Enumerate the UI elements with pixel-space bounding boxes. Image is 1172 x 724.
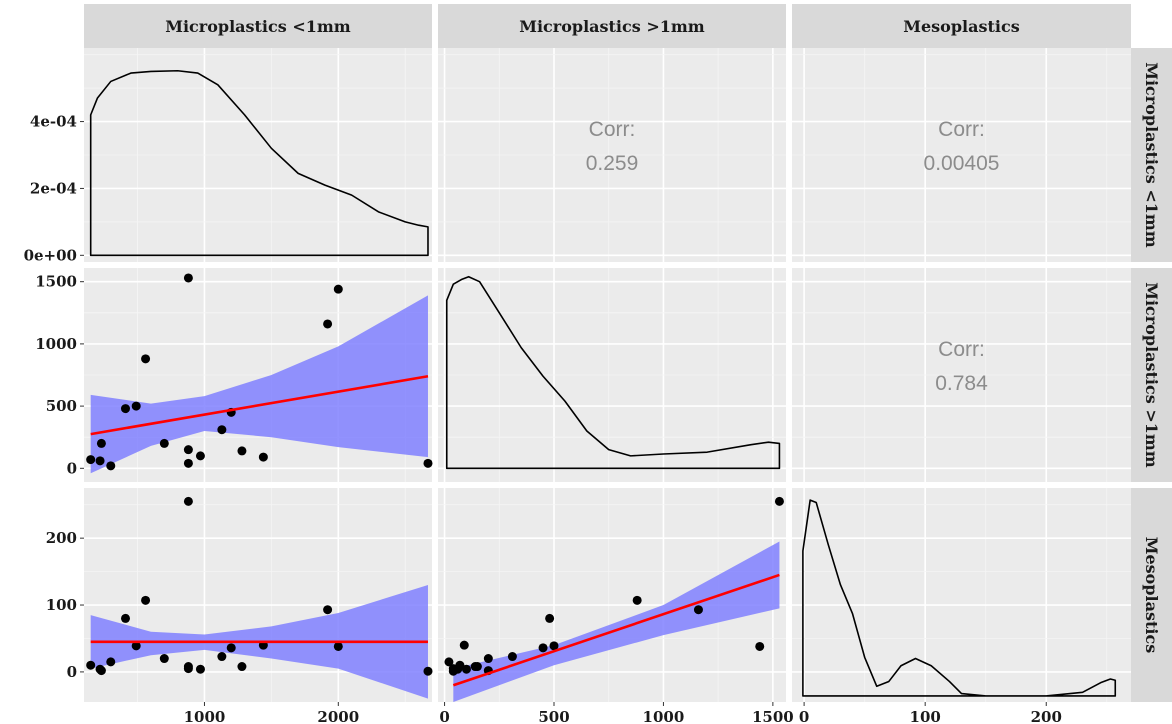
data-point — [470, 662, 480, 672]
data-point — [95, 456, 105, 466]
data-point — [131, 401, 141, 411]
confidence-ribbon — [90, 295, 428, 474]
column-strip-label: Microplastics >1mm — [519, 17, 705, 36]
y-tick-label: 100 — [46, 596, 77, 614]
row-strip — [1131, 268, 1172, 482]
data-point — [217, 425, 227, 435]
column-strip — [438, 4, 786, 48]
x-tick-label: 500 — [538, 708, 569, 724]
y-tick-label: 1000 — [35, 335, 77, 353]
x-tick-label: 0 — [799, 708, 809, 724]
data-point — [96, 438, 106, 448]
correlation-label: Corr: — [938, 338, 985, 361]
data-point — [141, 354, 151, 364]
data-point — [693, 605, 703, 615]
column-strip-label: Microplastics <1mm — [165, 17, 351, 36]
column-strip-label: Mesoplastics — [903, 17, 1019, 36]
data-point — [323, 605, 333, 615]
y-tick-label: 500 — [46, 397, 77, 415]
correlation-label: Corr: — [589, 118, 636, 141]
x-tick-label: 1500 — [752, 708, 794, 724]
data-point — [237, 446, 247, 456]
data-point — [183, 458, 193, 468]
data-point — [774, 496, 784, 506]
x-tick-label: 2000 — [317, 708, 359, 724]
data-point — [226, 643, 236, 653]
regression-line — [452, 573, 780, 687]
data-point — [459, 640, 469, 650]
regression-line — [90, 374, 429, 436]
y-tick-label: 0 — [67, 459, 77, 477]
data-point — [86, 455, 96, 465]
data-point — [507, 652, 517, 662]
data-point — [120, 404, 130, 414]
data-point — [159, 654, 169, 664]
correlation-label: Corr: — [938, 118, 985, 141]
data-point — [549, 641, 559, 651]
data-point — [461, 664, 471, 674]
y-tick-label: 0 — [67, 663, 77, 681]
row-strip — [1131, 48, 1172, 262]
x-tick-label: 200 — [1031, 708, 1062, 724]
y-tick-label: 200 — [46, 529, 77, 547]
data-point — [183, 445, 193, 455]
density-curve — [445, 275, 781, 470]
data-point — [195, 664, 205, 674]
data-point — [183, 496, 193, 506]
row-strip-label: Microplastics >1mm — [1142, 282, 1161, 468]
data-point — [423, 458, 433, 468]
confidence-ribbon — [453, 541, 780, 702]
x-tick-label: 1000 — [643, 708, 685, 724]
row-strip-label: Microplastics <1mm — [1142, 62, 1161, 248]
data-point — [237, 662, 247, 672]
data-point — [545, 613, 555, 623]
data-point — [323, 319, 333, 329]
column-strip — [84, 4, 432, 48]
y-tick-label: 0e+00 — [24, 246, 77, 264]
correlation-value: 0.784 — [935, 372, 988, 395]
x-tick-label: 0 — [439, 708, 449, 724]
data-point — [106, 461, 116, 471]
data-point — [86, 660, 96, 670]
data-point — [141, 595, 151, 605]
data-point — [159, 438, 169, 448]
panel-backgrounds — [84, 4, 1172, 702]
axes-labels: Microplastics <1mm Microplastics >1mm Meso… — [24, 17, 1161, 724]
data-point — [258, 452, 268, 462]
density-curve — [89, 69, 429, 257]
data-point — [755, 641, 765, 651]
data-point — [217, 652, 227, 662]
y-tick-label: 4e-04 — [30, 113, 77, 131]
data-point — [333, 284, 343, 294]
data-point — [423, 666, 433, 676]
data-point — [120, 613, 130, 623]
data-point — [96, 666, 106, 676]
data-point — [195, 451, 205, 461]
x-tick-label: 1000 — [184, 708, 226, 724]
correlation-value: 0.259 — [586, 152, 639, 175]
data-point — [183, 664, 193, 674]
y-tick-label: 1500 — [35, 273, 77, 291]
panel-background — [792, 488, 1131, 702]
data-point — [183, 273, 193, 283]
column-strip — [792, 4, 1131, 48]
row-strip-label: Mesoplastics — [1142, 537, 1161, 653]
data-point — [448, 666, 458, 676]
data-point — [538, 643, 548, 653]
y-tick-label: 2e-04 — [30, 179, 77, 197]
correlation-value: 0.00405 — [924, 152, 1000, 175]
data-point — [333, 641, 343, 651]
x-tick-label: 100 — [910, 708, 941, 724]
data-point — [131, 641, 141, 651]
density-curve — [802, 499, 1117, 697]
row-strip — [1131, 488, 1172, 702]
data-point — [632, 595, 642, 605]
data-point — [444, 657, 454, 667]
data-point — [106, 657, 116, 667]
data-point — [483, 654, 493, 664]
panel-contents: Corr: 0.259 Corr: 0.00405 Corr: 0.784 — [86, 69, 1117, 702]
